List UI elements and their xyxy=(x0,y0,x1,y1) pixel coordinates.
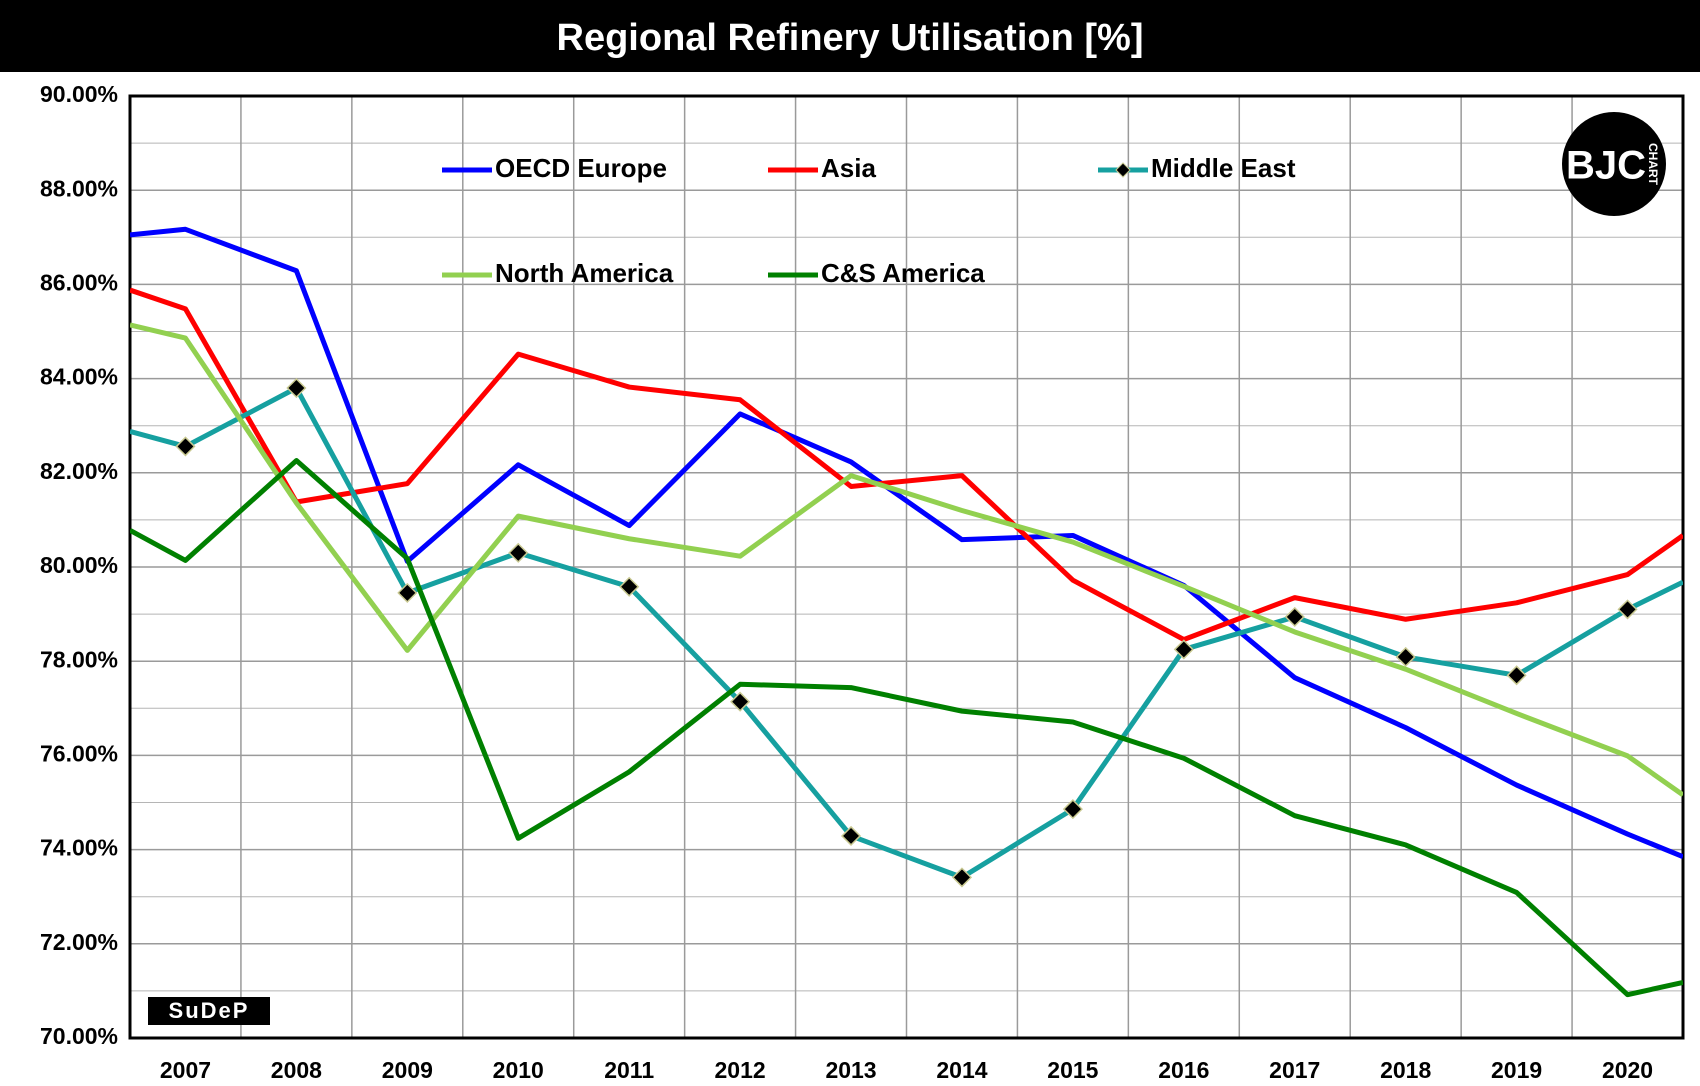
chart-title: Regional Refinery Utilisation [%] xyxy=(557,17,1144,59)
y-tick-label: 72.00% xyxy=(40,929,118,955)
marker xyxy=(1617,599,1638,620)
series-line xyxy=(130,458,1683,998)
marker xyxy=(508,542,529,563)
logo-bg xyxy=(1562,112,1666,216)
series-line xyxy=(130,322,1683,798)
series-line xyxy=(130,226,1683,859)
marker xyxy=(175,436,196,457)
x-tick-label: 2015 xyxy=(1047,1057,1098,1083)
legend-label: North America xyxy=(495,258,674,288)
marker xyxy=(286,377,307,399)
x-tick-label: 2016 xyxy=(1158,1057,1209,1083)
y-tick-label: 90.00% xyxy=(40,81,118,107)
x-tick-label: 2017 xyxy=(1269,1057,1320,1083)
x-tick-label: 2014 xyxy=(936,1057,987,1083)
marker xyxy=(1506,665,1527,686)
marker xyxy=(1062,799,1083,820)
y-tick-label: 86.00% xyxy=(40,269,118,295)
legend-label: Middle East xyxy=(1151,153,1296,183)
logo-text: CHART xyxy=(1646,143,1660,186)
y-tick-label: 78.00% xyxy=(40,646,118,672)
marker xyxy=(951,867,973,888)
x-tick-label: 2009 xyxy=(382,1057,433,1083)
marker xyxy=(840,825,862,847)
x-tick-label: 2008 xyxy=(271,1057,322,1083)
x-tick-label: 2011 xyxy=(604,1057,654,1083)
series-line xyxy=(130,385,1683,880)
x-tick-label: 2019 xyxy=(1491,1057,1542,1083)
y-tick-label: 84.00% xyxy=(40,364,118,390)
legend-marker xyxy=(1115,162,1131,178)
series-layer xyxy=(130,226,1683,998)
marker xyxy=(1173,639,1194,660)
y-tick-label: 74.00% xyxy=(40,835,118,861)
logo-text: SuDeP xyxy=(169,998,250,1023)
marker xyxy=(397,582,418,603)
plot-border xyxy=(128,94,1685,1040)
y-tick-label: 80.00% xyxy=(40,552,118,578)
x-tick-label: 2012 xyxy=(715,1057,766,1083)
legend-label: Asia xyxy=(821,153,876,183)
y-tick-label: 88.00% xyxy=(40,175,118,201)
y-tick-label: 76.00% xyxy=(40,740,118,766)
marker xyxy=(1284,606,1305,627)
y-tick-label: 82.00% xyxy=(40,458,118,484)
marker xyxy=(1395,646,1416,668)
legend-label: OECD Europe xyxy=(495,153,667,183)
x-tick-label: 2013 xyxy=(825,1057,876,1083)
marker xyxy=(730,691,751,712)
logo-text: BJC xyxy=(1566,144,1646,188)
x-tick-label: 2018 xyxy=(1380,1057,1431,1083)
x-tick-label: 2010 xyxy=(493,1057,544,1083)
x-tick-label: 2020 xyxy=(1602,1057,1653,1083)
title-bar xyxy=(0,0,1700,72)
x-tick-label: 2007 xyxy=(160,1057,211,1083)
y-tick-label: 70.00% xyxy=(40,1023,118,1049)
legend-label: C&S America xyxy=(821,258,985,288)
marker xyxy=(619,576,640,597)
logo-bg xyxy=(148,997,270,1025)
